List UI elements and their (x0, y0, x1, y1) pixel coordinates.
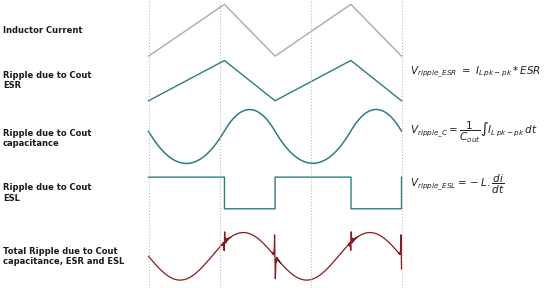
Text: Total Ripple due to Cout
capacitance, ESR and ESL: Total Ripple due to Cout capacitance, ES… (3, 247, 124, 266)
Text: $V_{ripple\_C} = \dfrac{1}{C_{out}}\int I_{L\,pk-pk}\,dt$: $V_{ripple\_C} = \dfrac{1}{C_{out}}\int … (410, 120, 537, 145)
Text: $V_{ripple\_ESL} = -L.\dfrac{di}{dt}$: $V_{ripple\_ESL} = -L.\dfrac{di}{dt}$ (410, 173, 504, 196)
Text: Ripple due to Cout
ESR: Ripple due to Cout ESR (3, 71, 91, 90)
Text: Ripple due to Cout
capacitance: Ripple due to Cout capacitance (3, 128, 91, 148)
Text: Ripple due to Cout
ESL: Ripple due to Cout ESL (3, 183, 91, 203)
Text: Inductor Current: Inductor Current (3, 26, 82, 35)
Text: $V_{ripple\_ESR}\ =\ I_{L\,pk-pk}*ESR$: $V_{ripple\_ESR}\ =\ I_{L\,pk-pk}*ESR$ (410, 65, 541, 79)
